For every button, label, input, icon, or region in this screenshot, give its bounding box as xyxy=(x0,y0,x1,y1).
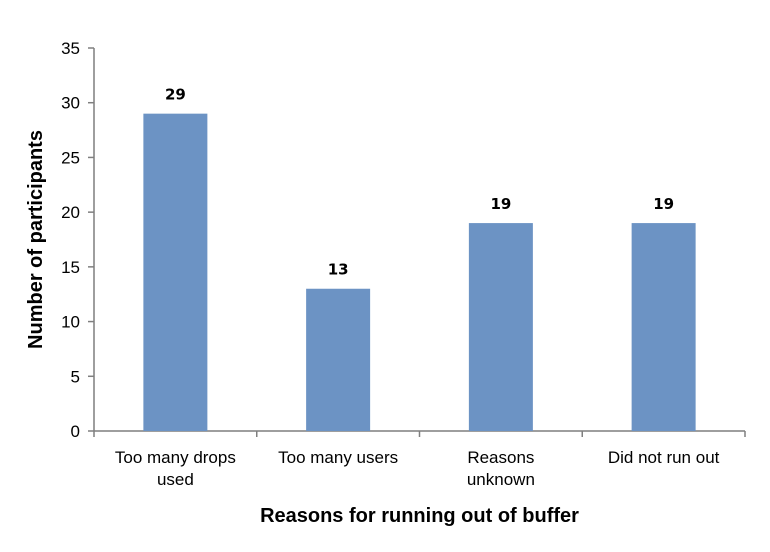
labels: 29 Too many drops used 13 Too many users 19 Re… xyxy=(115,86,720,489)
bar xyxy=(306,288,371,431)
y-tick-label: 15 xyxy=(61,258,80,277)
category-label: Did not run out xyxy=(608,448,720,467)
category-label: Reasons unknown xyxy=(467,448,535,489)
y-tick-label: 0 xyxy=(71,422,80,441)
x-axis-title: Reasons for running out of buffer xyxy=(260,505,579,527)
y-tick-label: 25 xyxy=(61,148,80,167)
data-label: 19 xyxy=(653,195,674,213)
y-tick-label: 10 xyxy=(61,313,80,332)
y-tick-label: 30 xyxy=(61,94,80,113)
data-label: 29 xyxy=(165,86,186,104)
y-tick-label: 20 xyxy=(61,203,80,222)
data-label: 19 xyxy=(490,195,511,213)
bar xyxy=(468,223,533,431)
bars xyxy=(143,113,696,432)
data-label: 13 xyxy=(328,261,349,279)
category-label: Too many drops used xyxy=(115,448,236,489)
y-axis-title: Number of participants xyxy=(25,130,47,349)
y-tick-label: 5 xyxy=(71,367,80,386)
bar xyxy=(143,113,208,432)
y-tick-label: 35 xyxy=(61,39,80,58)
category-label: Too many users xyxy=(278,448,398,467)
bar xyxy=(631,223,696,431)
